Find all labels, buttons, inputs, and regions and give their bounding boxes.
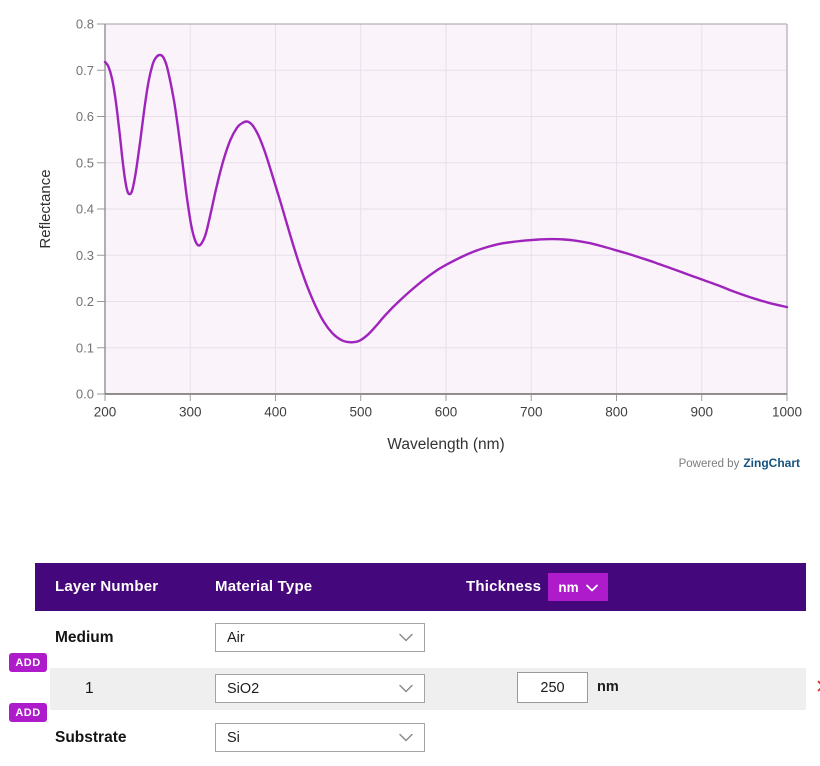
svg-text:800: 800 [605, 405, 628, 420]
header-material-type: Material Type [215, 578, 313, 595]
svg-text:0.4: 0.4 [76, 202, 94, 217]
y-axis-title: Reflectance [37, 169, 54, 248]
header-thickness: Thickness [466, 578, 542, 595]
svg-text:600: 600 [435, 405, 458, 420]
svg-text:0.6: 0.6 [76, 109, 94, 124]
layer1-thickness-unit: nm [597, 679, 619, 695]
svg-text:700: 700 [520, 405, 543, 420]
chevron-down-icon [399, 684, 413, 693]
row-label-substrate: Substrate [55, 729, 127, 746]
svg-text:0.2: 0.2 [76, 294, 94, 309]
svg-text:300: 300 [179, 405, 202, 420]
svg-text:1000: 1000 [772, 405, 802, 420]
layer-row-1: 1 SiO2 nm ✕ [50, 668, 820, 710]
chevron-down-icon [399, 733, 413, 742]
add-layer-button-top[interactable]: ADD [9, 653, 47, 672]
svg-text:0.8: 0.8 [76, 17, 94, 32]
svg-text:0.1: 0.1 [76, 340, 94, 355]
zingchart-brand-link[interactable]: ZingChart [743, 456, 800, 470]
svg-text:500: 500 [349, 405, 372, 420]
x-axis-title: Wavelength (nm) [387, 436, 504, 453]
header-layer-number: Layer Number [55, 578, 159, 595]
svg-text:0.0: 0.0 [76, 387, 94, 402]
layer1-thickness-input[interactable] [517, 672, 588, 703]
layer1-material-select[interactable]: SiO2 [215, 674, 425, 703]
thickness-unit-value: nm [558, 579, 579, 595]
powered-by: Powered by ZingChart [679, 456, 800, 470]
svg-text:900: 900 [690, 405, 713, 420]
substrate-material-select[interactable]: Si [215, 723, 425, 752]
svg-text:200: 200 [94, 405, 117, 420]
svg-text:0.5: 0.5 [76, 155, 94, 170]
chevron-down-icon [585, 580, 598, 595]
svg-text:0.3: 0.3 [76, 248, 94, 263]
thickness-unit-select[interactable]: nm [548, 573, 608, 601]
chevron-down-icon [399, 633, 413, 642]
svg-text:400: 400 [264, 405, 287, 420]
row-label-layer-1: 1 [85, 680, 94, 697]
layer1-material-value: SiO2 [227, 680, 260, 697]
medium-material-value: Air [227, 629, 245, 646]
powered-by-text: Powered by [678, 458, 740, 470]
delete-row-icon[interactable]: ✕ [815, 676, 820, 700]
add-layer-button-bottom[interactable]: ADD [9, 703, 47, 722]
layer-table-header: Layer Number Material Type Thickness nm [35, 563, 806, 611]
svg-text:0.7: 0.7 [76, 63, 94, 78]
row-label-medium: Medium [55, 629, 114, 646]
medium-material-select[interactable]: Air [215, 623, 425, 652]
substrate-material-value: Si [227, 729, 240, 746]
reflectance-chart: 0.0 0.1 0.2 0.3 0.4 0.5 0.6 0.7 0.8 200 300 400 500 6… [37, 17, 802, 454]
